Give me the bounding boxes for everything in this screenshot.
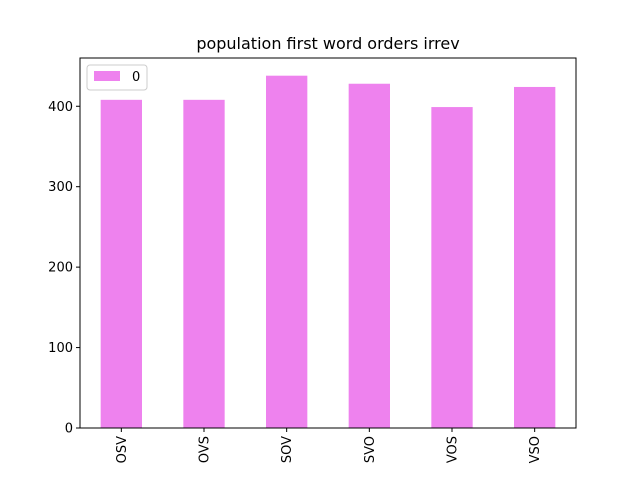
x-tick-label-svo: SVO [363, 436, 378, 463]
bar-osv [100, 99, 142, 429]
plot-frame [79, 57, 577, 429]
y-tick-label: 0 [65, 422, 73, 437]
x-tick-label-vso: VSO [528, 436, 543, 463]
y-tick-label: 400 [48, 100, 73, 115]
chart-title: population first word orders irrev [196, 34, 459, 53]
legend-swatch [94, 71, 120, 81]
y-tick-label: 100 [48, 341, 73, 356]
bars-layer [100, 75, 556, 429]
bar-svo [348, 83, 390, 428]
axes-layer: 0 100 200 300 400 OSV OVS SOV SVO VOS VSO [48, 57, 577, 463]
bar-ovs [183, 99, 225, 429]
x-tick-label-vos: VOS [446, 436, 461, 463]
x-tick-label-ovs: OVS [198, 436, 213, 463]
bar-vos [431, 107, 473, 428]
bar-sov [266, 75, 308, 429]
x-tick-label-osv: OSV [115, 436, 130, 463]
y-tick-label: 200 [48, 261, 73, 276]
legend-label: 0 [132, 70, 140, 85]
legend: 0 [86, 64, 148, 91]
x-tick-label-sov: SOV [280, 436, 295, 463]
bar-vso [514, 86, 556, 429]
y-tick-label: 300 [48, 180, 73, 195]
